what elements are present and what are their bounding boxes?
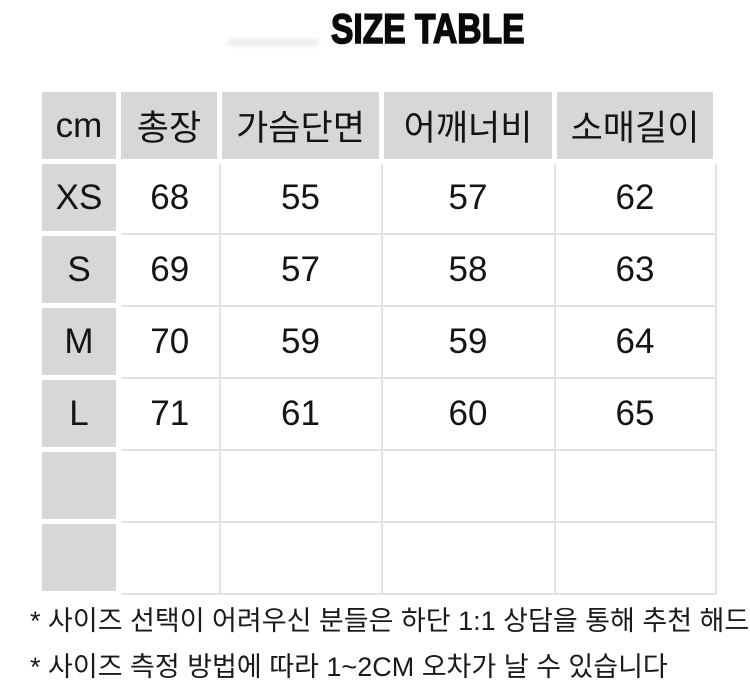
- table-row-empty: [37, 519, 717, 596]
- row-label-cell: S: [37, 231, 121, 308]
- page-title: SIZE TABLE: [330, 5, 525, 53]
- measurement-cell: 57: [380, 160, 556, 235]
- measurement-cell: 61: [218, 376, 383, 451]
- measurement-cell: 55: [218, 160, 383, 235]
- size-table: cm 총장 가슴단면 어깨너비 소매길이 XS 68 55 57 62 S 69…: [37, 87, 718, 596]
- measurement-cell: 63: [553, 232, 717, 307]
- watermark-smudge: [227, 39, 319, 46]
- row-label-cell: XS: [37, 159, 121, 236]
- measurement-cell: 65: [553, 376, 717, 451]
- row-label-cell: L: [37, 375, 121, 452]
- measurement-cell: 69: [117, 232, 221, 307]
- measurement-cell: 57: [218, 232, 383, 307]
- empty-cell: [117, 448, 221, 523]
- measurement-cell: 71: [117, 376, 221, 451]
- column-header-shoulder: 어깨너비: [379, 87, 557, 164]
- table-row-l: L 71 61 60 65: [37, 375, 717, 452]
- empty-cell: [380, 448, 556, 523]
- empty-cell: [380, 520, 556, 595]
- measurement-cell: 68: [117, 160, 221, 235]
- table-row-empty: [37, 447, 717, 524]
- footnotes: * 사이즈 선택이 어려우신 분들은 하단 1:1 상담을 통해 추천 해드립니…: [30, 606, 750, 698]
- table-row-s: S 69 57 58 63: [37, 231, 717, 308]
- empty-cell: [553, 520, 717, 595]
- column-header-sleeve: 소매길이: [552, 87, 718, 164]
- measurement-cell: 59: [218, 304, 383, 379]
- note-measurement-tolerance: * 사이즈 측정 방법에 따라 1~2CM 오차가 날 수 있습니다: [30, 652, 668, 682]
- empty-cell: [553, 448, 717, 523]
- measurement-cell: 60: [380, 376, 556, 451]
- empty-cell: [218, 448, 383, 523]
- column-header-chest: 가슴단면: [217, 87, 384, 164]
- table-row-m: M 70 59 59 64: [37, 303, 717, 380]
- measurement-cell: 62: [553, 160, 717, 235]
- column-header-chongjang: 총장: [116, 87, 222, 164]
- table-row-xs: XS 68 55 57 62: [37, 159, 717, 236]
- measurement-cell: 59: [380, 304, 556, 379]
- note-size-recommendation: * 사이즈 선택이 어려우신 분들은 하단 1:1 상담을 통해 추천 해드립니…: [30, 606, 750, 636]
- header-row: cm 총장 가슴단면 어깨너비 소매길이: [37, 87, 718, 164]
- empty-cell: [218, 520, 383, 595]
- measurement-cell: 58: [380, 232, 556, 307]
- row-label-cell: [37, 519, 121, 596]
- row-label-cell: M: [37, 303, 121, 380]
- measurement-cell: 70: [117, 304, 221, 379]
- row-label-cell: [37, 447, 121, 524]
- measurement-cell: 64: [553, 304, 717, 379]
- empty-cell: [117, 520, 221, 595]
- unit-header-cell: cm: [37, 87, 121, 164]
